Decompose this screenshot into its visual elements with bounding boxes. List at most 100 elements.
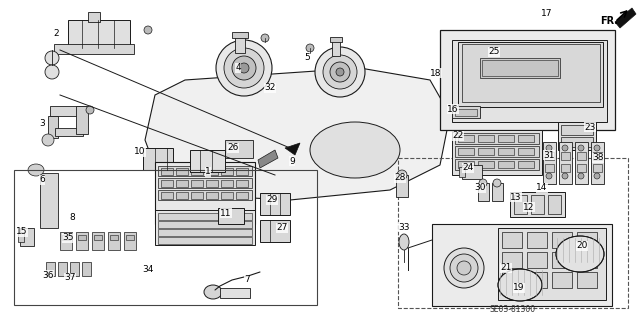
Bar <box>398 158 628 308</box>
Bar <box>498 228 606 300</box>
Bar <box>176 192 188 199</box>
Bar <box>552 252 572 268</box>
Bar <box>190 150 225 172</box>
Bar <box>236 180 248 187</box>
Ellipse shape <box>45 51 59 65</box>
Text: 28: 28 <box>394 174 406 182</box>
Bar <box>70 262 79 276</box>
Text: 10: 10 <box>134 147 146 157</box>
Bar <box>108 232 120 250</box>
Bar <box>235 35 245 53</box>
Ellipse shape <box>594 173 600 179</box>
Bar <box>155 162 255 224</box>
Bar <box>502 272 522 288</box>
Polygon shape <box>258 150 278 168</box>
Text: 12: 12 <box>524 203 534 211</box>
Bar <box>577 252 597 268</box>
Text: 37: 37 <box>64 273 76 283</box>
Text: 7: 7 <box>244 276 250 285</box>
Text: 6: 6 <box>39 175 45 184</box>
Bar <box>218 208 244 224</box>
Ellipse shape <box>306 44 314 52</box>
Bar <box>46 262 55 276</box>
Bar <box>514 195 527 214</box>
Ellipse shape <box>397 170 407 180</box>
Bar <box>577 164 586 172</box>
Text: 20: 20 <box>576 241 588 250</box>
Bar <box>225 140 253 158</box>
Bar <box>221 192 233 199</box>
Bar <box>158 190 252 200</box>
Bar <box>552 272 572 288</box>
Bar <box>206 168 218 175</box>
Text: 16: 16 <box>447 105 459 114</box>
Bar <box>155 210 255 245</box>
Bar <box>432 224 612 306</box>
Text: 34: 34 <box>142 265 154 275</box>
Ellipse shape <box>450 254 478 282</box>
Ellipse shape <box>232 56 256 80</box>
Text: 14: 14 <box>536 183 548 192</box>
Bar <box>176 168 188 175</box>
Text: 4: 4 <box>235 63 241 72</box>
Bar <box>40 173 58 228</box>
Text: 5: 5 <box>304 53 310 62</box>
Bar <box>332 40 340 56</box>
Text: 29: 29 <box>266 196 278 204</box>
Ellipse shape <box>310 122 400 178</box>
Text: 31: 31 <box>543 151 555 160</box>
Bar <box>458 161 474 168</box>
Ellipse shape <box>323 55 357 89</box>
Text: 35: 35 <box>62 234 74 242</box>
Bar <box>455 109 477 116</box>
Bar <box>455 133 539 144</box>
Text: FR.: FR. <box>600 16 618 26</box>
Bar <box>577 152 586 160</box>
Bar <box>58 262 67 276</box>
Text: 24: 24 <box>462 164 474 173</box>
Ellipse shape <box>578 145 584 151</box>
Bar <box>191 192 203 199</box>
Bar <box>176 180 188 187</box>
Bar <box>498 148 514 155</box>
Bar <box>206 192 218 199</box>
Bar <box>50 106 86 116</box>
Bar <box>161 168 173 175</box>
Bar <box>462 44 600 102</box>
Text: 33: 33 <box>398 222 410 232</box>
Bar <box>232 32 248 38</box>
Ellipse shape <box>546 173 552 179</box>
Bar <box>206 180 218 187</box>
Bar <box>48 116 58 138</box>
Bar <box>548 195 561 214</box>
Bar <box>478 183 489 201</box>
Bar <box>545 152 554 160</box>
Bar <box>143 148 173 170</box>
Bar <box>158 166 252 176</box>
Text: 27: 27 <box>276 224 288 233</box>
Ellipse shape <box>45 65 59 79</box>
Ellipse shape <box>562 145 568 151</box>
Bar <box>76 106 88 134</box>
Bar <box>593 152 602 160</box>
Ellipse shape <box>479 179 487 187</box>
Ellipse shape <box>144 26 152 34</box>
Bar <box>455 146 539 157</box>
Bar <box>78 235 86 240</box>
Bar <box>158 178 252 188</box>
Polygon shape <box>285 143 300 155</box>
Polygon shape <box>145 68 450 200</box>
Bar <box>68 20 130 48</box>
Ellipse shape <box>336 68 344 76</box>
Text: 36: 36 <box>42 271 54 279</box>
Ellipse shape <box>493 179 501 187</box>
Ellipse shape <box>556 236 604 272</box>
Text: 22: 22 <box>452 131 463 140</box>
Bar <box>498 135 514 142</box>
Bar <box>478 161 494 168</box>
Bar <box>577 272 597 288</box>
Bar <box>527 232 547 248</box>
Bar <box>559 142 572 184</box>
Text: 21: 21 <box>500 263 512 272</box>
Bar <box>452 40 607 122</box>
